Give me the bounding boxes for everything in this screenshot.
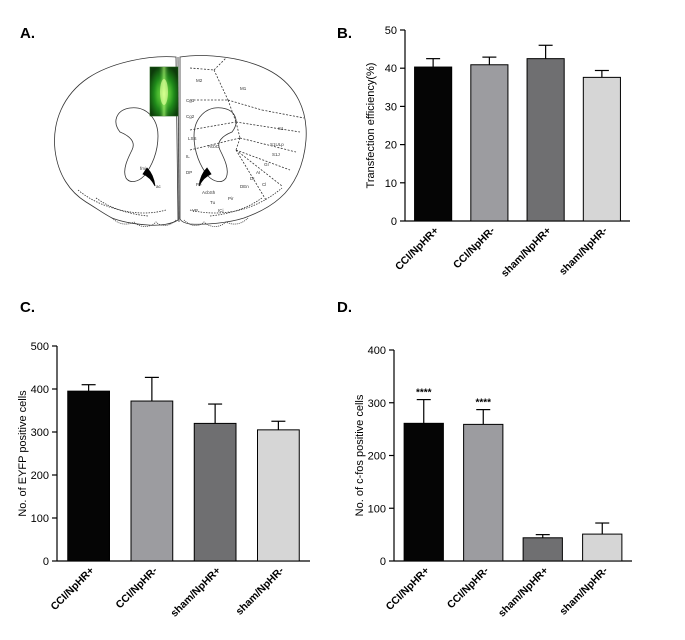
- y-tick-label: 400: [368, 345, 386, 357]
- bar-cci-nphr: [403, 422, 444, 562]
- y-tick-label: 20: [385, 140, 397, 152]
- y-tick-label: 300: [31, 427, 49, 439]
- region-label: DP: [186, 170, 192, 175]
- region-label: S1: [278, 126, 284, 131]
- y-tick-label: 100: [368, 503, 386, 515]
- region-labels: M2 M1 Cg1 S1 Cg2 S1J IL DP AI GI DI S1UL…: [140, 78, 284, 213]
- region-label: Cl: [262, 182, 266, 187]
- y-tick-label: 100: [31, 513, 49, 525]
- bottom-scallops: [111, 217, 249, 227]
- region-label: Pir: [228, 196, 234, 201]
- x-category-label: sham/NpHR+: [496, 565, 551, 620]
- y-axis-title: Transfection efficiency(%): [365, 63, 377, 189]
- y-tick-label: 0: [391, 216, 397, 228]
- x-category-label: sham/NpHR+: [499, 225, 554, 280]
- region-label: S1ULp: [270, 142, 284, 147]
- region-label: fmi: [140, 166, 146, 171]
- x-category-label: CCI/NpHR+: [384, 565, 432, 613]
- y-axis-title: No. of EYFP positive cells: [17, 390, 29, 517]
- y-tick-label: 50: [385, 25, 397, 37]
- bar-sham-nphr: [193, 422, 237, 562]
- region-label: LSS: [188, 136, 197, 141]
- y-tick-label: 500: [31, 341, 49, 353]
- x-category-label: CCI/NpHR-: [114, 564, 161, 611]
- y-tick-label: 10: [385, 178, 397, 190]
- region-label: VP: [192, 208, 198, 213]
- panel-letter-c: C.: [20, 299, 35, 316]
- significance-marker: ****: [475, 398, 491, 409]
- region-label: ac: [156, 184, 162, 189]
- x-category-label: sham/NpHR-: [557, 564, 610, 617]
- region-label: DEn: [240, 184, 249, 189]
- region-label: Pe: [196, 182, 202, 187]
- region-label: Cg2: [186, 114, 195, 119]
- y-tick-label: 40: [385, 63, 397, 75]
- region-label: DI: [250, 176, 255, 181]
- y-tick-label: 200: [31, 470, 49, 482]
- y-tick-label: 0: [43, 556, 49, 568]
- x-category-label: CCI/NpHR-: [445, 564, 492, 611]
- region-label: AcbSh: [202, 190, 216, 195]
- ventral-contours: [77, 187, 283, 217]
- region-label: GI: [264, 162, 269, 167]
- y-tick-label: 30: [385, 101, 397, 113]
- region-label: M1: [240, 86, 247, 91]
- significance-marker: ****: [416, 388, 432, 399]
- bar-sham-nphr: [582, 76, 621, 222]
- y-axis-title: No. of c-fos positive cells: [354, 394, 366, 516]
- bar-sham-nphr: [522, 537, 563, 562]
- bar-cci-nphr: [470, 64, 509, 222]
- region-label: AcbC: [208, 144, 220, 149]
- left-inner-contours: [115, 107, 159, 182]
- bar-sham-nphr: [526, 58, 565, 222]
- panel-c-chart: C. 0 100 200 300 400 500 No. of EYFP positive c…: [17, 299, 310, 620]
- y-tick-label: 200: [368, 451, 386, 463]
- x-category-label: sham/NpHR-: [557, 224, 610, 277]
- region-label: M2: [196, 78, 203, 83]
- y-tick-label: 0: [380, 556, 386, 568]
- right-hemisphere-outline: [179, 55, 307, 225]
- bar-cci-nphr: [414, 66, 453, 222]
- panel-a: A. M2 M1 Cg1 S1 Cg2 S1J: [20, 25, 307, 227]
- cortex-boundary-lines: [189, 57, 305, 201]
- x-category-label: sham/NpHR-: [233, 564, 286, 617]
- x-category-label: CCI/NpHR-: [451, 224, 498, 271]
- bar-sham-nphr: [257, 429, 300, 562]
- y-tick-label: 300: [368, 398, 386, 410]
- right-inner-contours: [193, 107, 237, 182]
- bar-cci-nphr: [67, 390, 110, 562]
- y-tick-label: 400: [31, 384, 49, 396]
- region-label: Tu: [210, 200, 216, 205]
- region-label: Cg1: [186, 98, 195, 103]
- region-label: ICj: [218, 208, 224, 213]
- x-category-label: CCI/NpHR+: [393, 225, 441, 273]
- bar-cci-nphr: [463, 423, 504, 562]
- panel-letter-a: A.: [20, 25, 35, 42]
- panel-letter-b: B.: [337, 25, 352, 42]
- panel-b-chart: B. 0 10 20 30 40 50 Transfection efficiency(%) C…: [337, 25, 630, 280]
- bar-sham-nphr: [582, 533, 623, 562]
- fluorescence-inset: [149, 66, 179, 117]
- left-commissure-marker: [142, 167, 156, 187]
- x-category-label: CCI/NpHR+: [48, 565, 96, 613]
- panel-d-chart: D. 0 100 200 300 400 No. of c-fos positive cel…: [337, 299, 632, 620]
- x-category-label: sham/NpHR+: [168, 565, 223, 620]
- right-commissure-marker: [198, 167, 212, 187]
- region-label: AI: [256, 170, 260, 175]
- region-label: S1J: [272, 152, 280, 157]
- left-hemisphere-outline: [54, 56, 179, 226]
- brain-section-diagram: [54, 55, 307, 227]
- region-label: IL: [186, 154, 190, 159]
- panel-letter-d: D.: [337, 299, 352, 316]
- bar-cci-nphr: [130, 400, 174, 562]
